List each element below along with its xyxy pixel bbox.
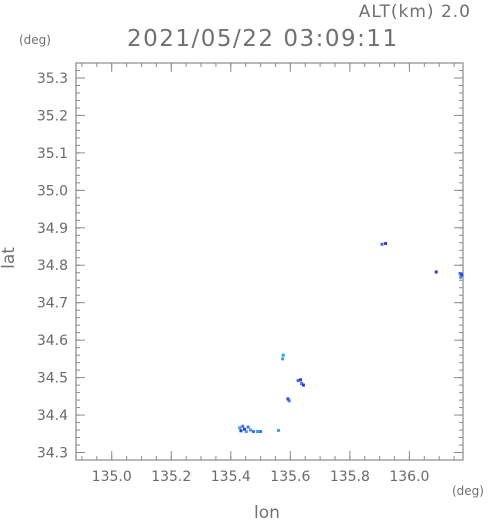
data-point	[460, 273, 464, 277]
tick-labels: 135.0 135.2 135.4 135.6 135.8 136.0 34.3 34.4 34…	[37, 71, 430, 485]
data-point	[248, 428, 252, 432]
y-tick-label: 34.4	[37, 408, 68, 424]
x-tick-label: 135.4	[211, 469, 251, 485]
y-tick-label: 34.3	[37, 446, 68, 462]
data-point	[281, 353, 285, 357]
y-tick-label: 34.6	[37, 333, 68, 349]
plot-frame	[75, 62, 464, 461]
x-tick-label: 136.0	[389, 469, 429, 485]
data-point	[276, 428, 280, 432]
data-point	[239, 429, 243, 433]
y-tick-label: 35.0	[37, 183, 68, 199]
data-point	[300, 382, 304, 386]
y-tick-label: 34.7	[37, 296, 68, 312]
x-unit-label: (deg)	[452, 484, 484, 498]
x-tick-label: 135.0	[92, 469, 132, 485]
y-tick-label: 35.1	[37, 146, 68, 162]
data-point	[434, 270, 438, 274]
data-points	[238, 242, 464, 434]
datetime-title: 2021/05/22 03:09:11	[127, 26, 399, 52]
y-tick-label: 34.9	[37, 221, 68, 237]
data-point	[251, 430, 255, 434]
data-point	[384, 242, 388, 246]
y-unit-label: (deg)	[19, 33, 51, 47]
x-axis-label: lon	[254, 503, 280, 523]
y-tick-label: 34.5	[37, 371, 68, 387]
data-point	[238, 426, 242, 430]
data-point	[242, 427, 246, 431]
data-point	[259, 430, 263, 434]
x-tick-label: 135.2	[151, 469, 191, 485]
data-point	[301, 383, 305, 387]
data-point	[246, 425, 250, 429]
data-point	[296, 379, 300, 383]
y-tick-label: 35.2	[37, 108, 68, 124]
data-point	[244, 430, 248, 434]
data-point	[458, 271, 462, 275]
y-tick-label: 34.8	[37, 258, 68, 274]
data-point	[286, 397, 290, 401]
data-point	[380, 242, 384, 246]
data-point	[298, 378, 302, 382]
y-tick-label: 35.3	[37, 71, 68, 87]
data-point	[241, 424, 245, 428]
data-point	[459, 275, 463, 279]
data-point	[287, 399, 291, 403]
data-point	[256, 430, 260, 434]
x-tick-label: 135.6	[270, 469, 310, 485]
axis-ticks	[76, 62, 463, 461]
x-tick-label: 135.8	[330, 469, 370, 485]
data-point	[281, 357, 285, 361]
altitude-label: ALT(km) 2.0	[358, 2, 471, 22]
